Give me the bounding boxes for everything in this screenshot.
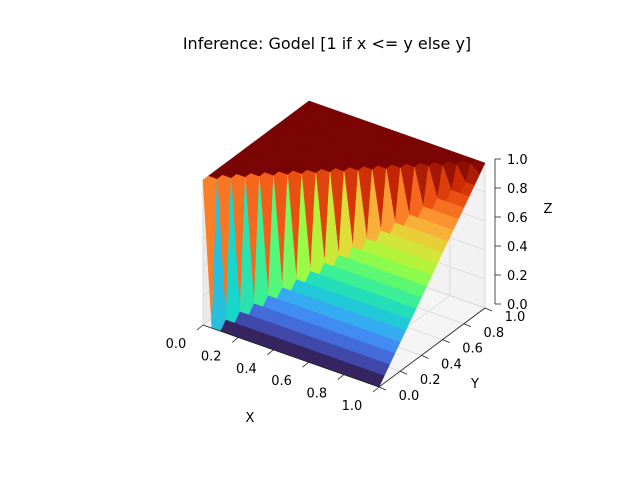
- x-tick-label-1: 0.2: [201, 349, 222, 364]
- y-axis-line: [378, 307, 486, 388]
- y-axis-label: Y: [470, 377, 479, 392]
- z-tick-label-4: 0.8: [507, 182, 528, 197]
- z-tick-label-3: 0.6: [507, 211, 528, 226]
- x-tick-label-5: 1.0: [342, 399, 363, 414]
- x-tick-1: [231, 337, 239, 343]
- x-tick-label-0: 0.0: [166, 337, 187, 352]
- y-tick-0: [378, 386, 387, 391]
- x-tick-2: [267, 349, 274, 356]
- y-tick-label-4: 0.8: [483, 326, 504, 341]
- x-tick-4: [337, 374, 345, 380]
- y-tick-1: [400, 370, 408, 375]
- axes: 0.00.00.00.20.20.20.4 0.40.40.60.60.60.80…: [166, 153, 528, 414]
- z-tick-label-5: 1.0: [507, 153, 528, 168]
- x-tick-label-4: 0.8: [306, 387, 327, 402]
- y-tick-label-1: 0.2: [420, 373, 441, 388]
- y-tick-label-5: 1.0: [505, 310, 526, 325]
- x-axis-line: [202, 324, 380, 388]
- x-axis-label: X: [246, 411, 255, 426]
- z-tick-label-0: 0.0: [507, 298, 528, 313]
- x-tick-3: [302, 361, 309, 368]
- y-tick-label-0: 0.0: [399, 389, 420, 404]
- z-axis-label: Z: [544, 202, 553, 217]
- y-tick-4: [463, 323, 471, 328]
- x-tick-0: [196, 324, 204, 331]
- surface-plot: [202, 100, 486, 388]
- x-tick-label-3: 0.6: [271, 374, 292, 389]
- x-tick-label-2: 0.4: [236, 362, 257, 377]
- z-tick-label-1: 0.2: [507, 269, 528, 284]
- y-tick-3: [442, 339, 450, 343]
- y-tick-label-3: 0.6: [462, 342, 483, 357]
- x-tick-5: [372, 386, 380, 393]
- y-tick-5: [484, 307, 493, 312]
- y-tick-label-2: 0.4: [441, 357, 462, 372]
- y-tick-2: [421, 355, 429, 359]
- z-tick-label-2: 0.4: [507, 240, 528, 255]
- chart-title: Inference: Godel [1 if x <= y else y]: [183, 34, 471, 53]
